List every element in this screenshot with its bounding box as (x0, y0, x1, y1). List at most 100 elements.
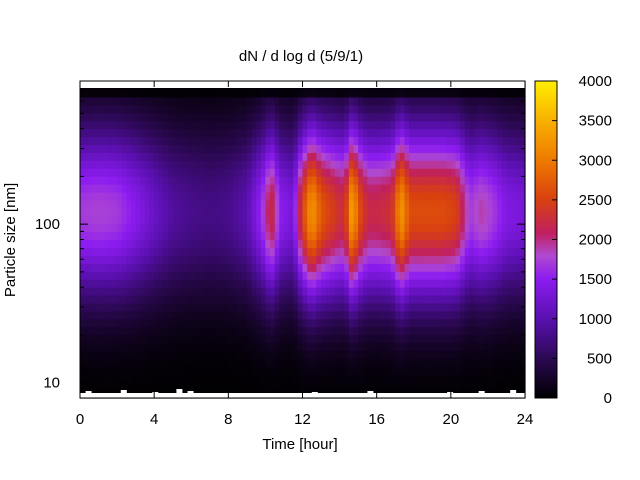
heatmap-cell (126, 366, 132, 375)
heatmap-cell (353, 374, 359, 383)
heatmap-cell (117, 271, 123, 280)
heatmap-cell (321, 128, 327, 138)
heatmap-cell (469, 255, 475, 264)
heatmap-cell (149, 215, 155, 225)
heatmap-cell (367, 318, 373, 328)
heatmap-cell (186, 255, 192, 264)
heatmap-cell (168, 112, 174, 122)
heatmap-cell (492, 160, 498, 169)
heatmap-cell (93, 263, 100, 272)
heatmap-cell (251, 334, 257, 344)
heatmap-cell (501, 255, 508, 264)
heatmap-cell (168, 207, 174, 217)
heatmap-cell (520, 382, 526, 391)
heatmap-cell (256, 184, 262, 193)
heatmap-cell (515, 96, 521, 106)
heatmap-cell (311, 318, 318, 328)
heatmap-cell (515, 247, 521, 256)
heatmap-cell (362, 207, 368, 217)
heatmap-cell (274, 263, 280, 272)
heatmap-cell (265, 271, 271, 280)
heatmap-cell (390, 255, 396, 264)
heatmap-cell (80, 176, 86, 185)
heatmap-cell (372, 144, 378, 153)
heatmap-cell (117, 160, 123, 169)
heatmap-cell (107, 374, 114, 383)
heatmap-cell (511, 231, 517, 241)
heatmap-cell (469, 223, 475, 233)
heatmap-cell (181, 342, 188, 352)
heatmap-cell (205, 287, 211, 296)
heatmap-cell (478, 294, 484, 304)
heatmap-cell (270, 374, 276, 383)
heatmap-cell (497, 239, 503, 249)
heatmap-cell (223, 168, 229, 177)
heatmap-cell (144, 342, 151, 352)
heatmap-cell (399, 223, 406, 233)
heatmap-cell (89, 326, 95, 336)
heatmap-cell (469, 326, 475, 336)
heatmap-cell (409, 302, 415, 312)
y-tick-label: 10 (43, 375, 60, 392)
heatmap-cell (154, 96, 160, 106)
heatmap-cell (293, 207, 299, 217)
heatmap-cell (293, 334, 299, 344)
heatmap-cell (390, 199, 396, 209)
heatmap-cell (460, 350, 466, 359)
heatmap-cell (256, 279, 262, 288)
heatmap-cell (506, 326, 512, 336)
heatmap-cell (478, 374, 484, 383)
heatmap-cell (427, 160, 433, 169)
heatmap-cell (117, 247, 123, 256)
heatmap-cell (154, 366, 160, 375)
heatmap-cell (237, 168, 243, 177)
heatmap-cell (293, 310, 299, 320)
heatmap-cell (446, 350, 452, 359)
heatmap-cell (339, 207, 345, 217)
heatmap-cell (140, 310, 146, 320)
heatmap-cell (265, 342, 271, 352)
heatmap-cell (200, 88, 206, 98)
heatmap-cell (242, 318, 248, 328)
heatmap-cell (219, 310, 225, 320)
heatmap-cell (367, 104, 373, 114)
heatmap-cell (385, 358, 392, 367)
heatmap-cell (404, 184, 410, 193)
heatmap-cell (418, 255, 424, 264)
heatmap-cell (195, 136, 202, 145)
heatmap-cell (316, 279, 322, 288)
heatmap-cell (279, 199, 285, 209)
heatmap-cell (191, 152, 197, 161)
heatmap-cell (321, 247, 327, 256)
heatmap-cell (302, 263, 308, 272)
heatmap-cell (121, 382, 127, 391)
heatmap-cell (418, 279, 424, 288)
heatmap-cell (339, 302, 345, 312)
heatmap-cell (163, 128, 169, 138)
heatmap-cell (181, 215, 188, 225)
heatmap-cell (515, 112, 521, 122)
heatmap-cell (195, 318, 202, 328)
heatmap-cell (381, 144, 387, 153)
heatmap-cell (154, 302, 160, 312)
heatmap-cell (228, 104, 234, 114)
heatmap-cell (427, 120, 433, 130)
heatmap-cell (242, 136, 248, 145)
heatmap-cell (154, 120, 160, 130)
heatmap-cell (501, 334, 508, 344)
heatmap-cell (436, 350, 443, 359)
heatmap-cell (334, 263, 341, 272)
heatmap-cell (260, 318, 267, 328)
heatmap-cell (214, 279, 220, 288)
heatmap-cell (103, 350, 109, 359)
heatmap-cell (130, 239, 137, 249)
heatmap-cell (478, 342, 484, 352)
heatmap-cell (478, 382, 484, 391)
heatmap-cell (390, 374, 396, 383)
heatmap-cell (117, 88, 123, 98)
heatmap-cell (98, 247, 104, 256)
heatmap-cell (89, 358, 95, 367)
heatmap-cell (260, 168, 267, 177)
heatmap-cell (404, 112, 410, 122)
heatmap-cell (492, 287, 498, 296)
